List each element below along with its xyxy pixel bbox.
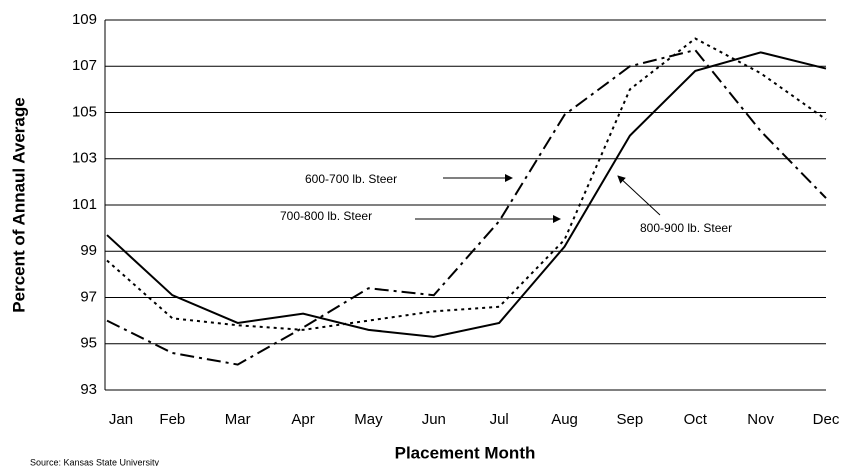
y-tick-label: 107 [72,57,97,74]
annotation: 800-900 lb. Steer [640,221,732,235]
annotation: 600-700 lb. Steer [305,172,397,186]
series-line [106,48,827,366]
y-tick-label: 101 [72,196,97,213]
x-axis-title: Placement Month [395,443,536,462]
y-tick-label: 105 [72,103,97,120]
series-line [106,51,827,338]
source: Source: Kansas State University [30,457,160,466]
x-tick-label: Jul [490,411,509,428]
x-tick-label: Feb [159,411,185,428]
y-tick-label: 99 [80,242,97,259]
x-tick-label: Oct [684,411,708,428]
x-tick-label: Nov [747,411,774,428]
x-tick-label: Jan [109,411,133,428]
arrow [617,175,661,216]
y-tick-label: 95 [80,335,97,352]
annotation: 700-800 lb. Steer [280,209,372,223]
y-tick-label: 103 [72,150,97,167]
x-tick-label: Mar [225,411,251,428]
y-tick-label: 109 [72,11,97,28]
x-tick-label: Apr [291,411,314,428]
y-tick-label: 93 [80,381,97,398]
y-tick-label: 97 [80,288,97,305]
x-tick-label: May [354,411,383,428]
x-tick-label: Jun [422,411,446,428]
x-tick-label: Sep [617,411,644,428]
x-tick-label: Aug [551,411,578,428]
x-tick-label: Dec [813,411,840,428]
y-axis-title: Percent of Annaul Average [9,97,28,312]
series-line [106,37,827,331]
